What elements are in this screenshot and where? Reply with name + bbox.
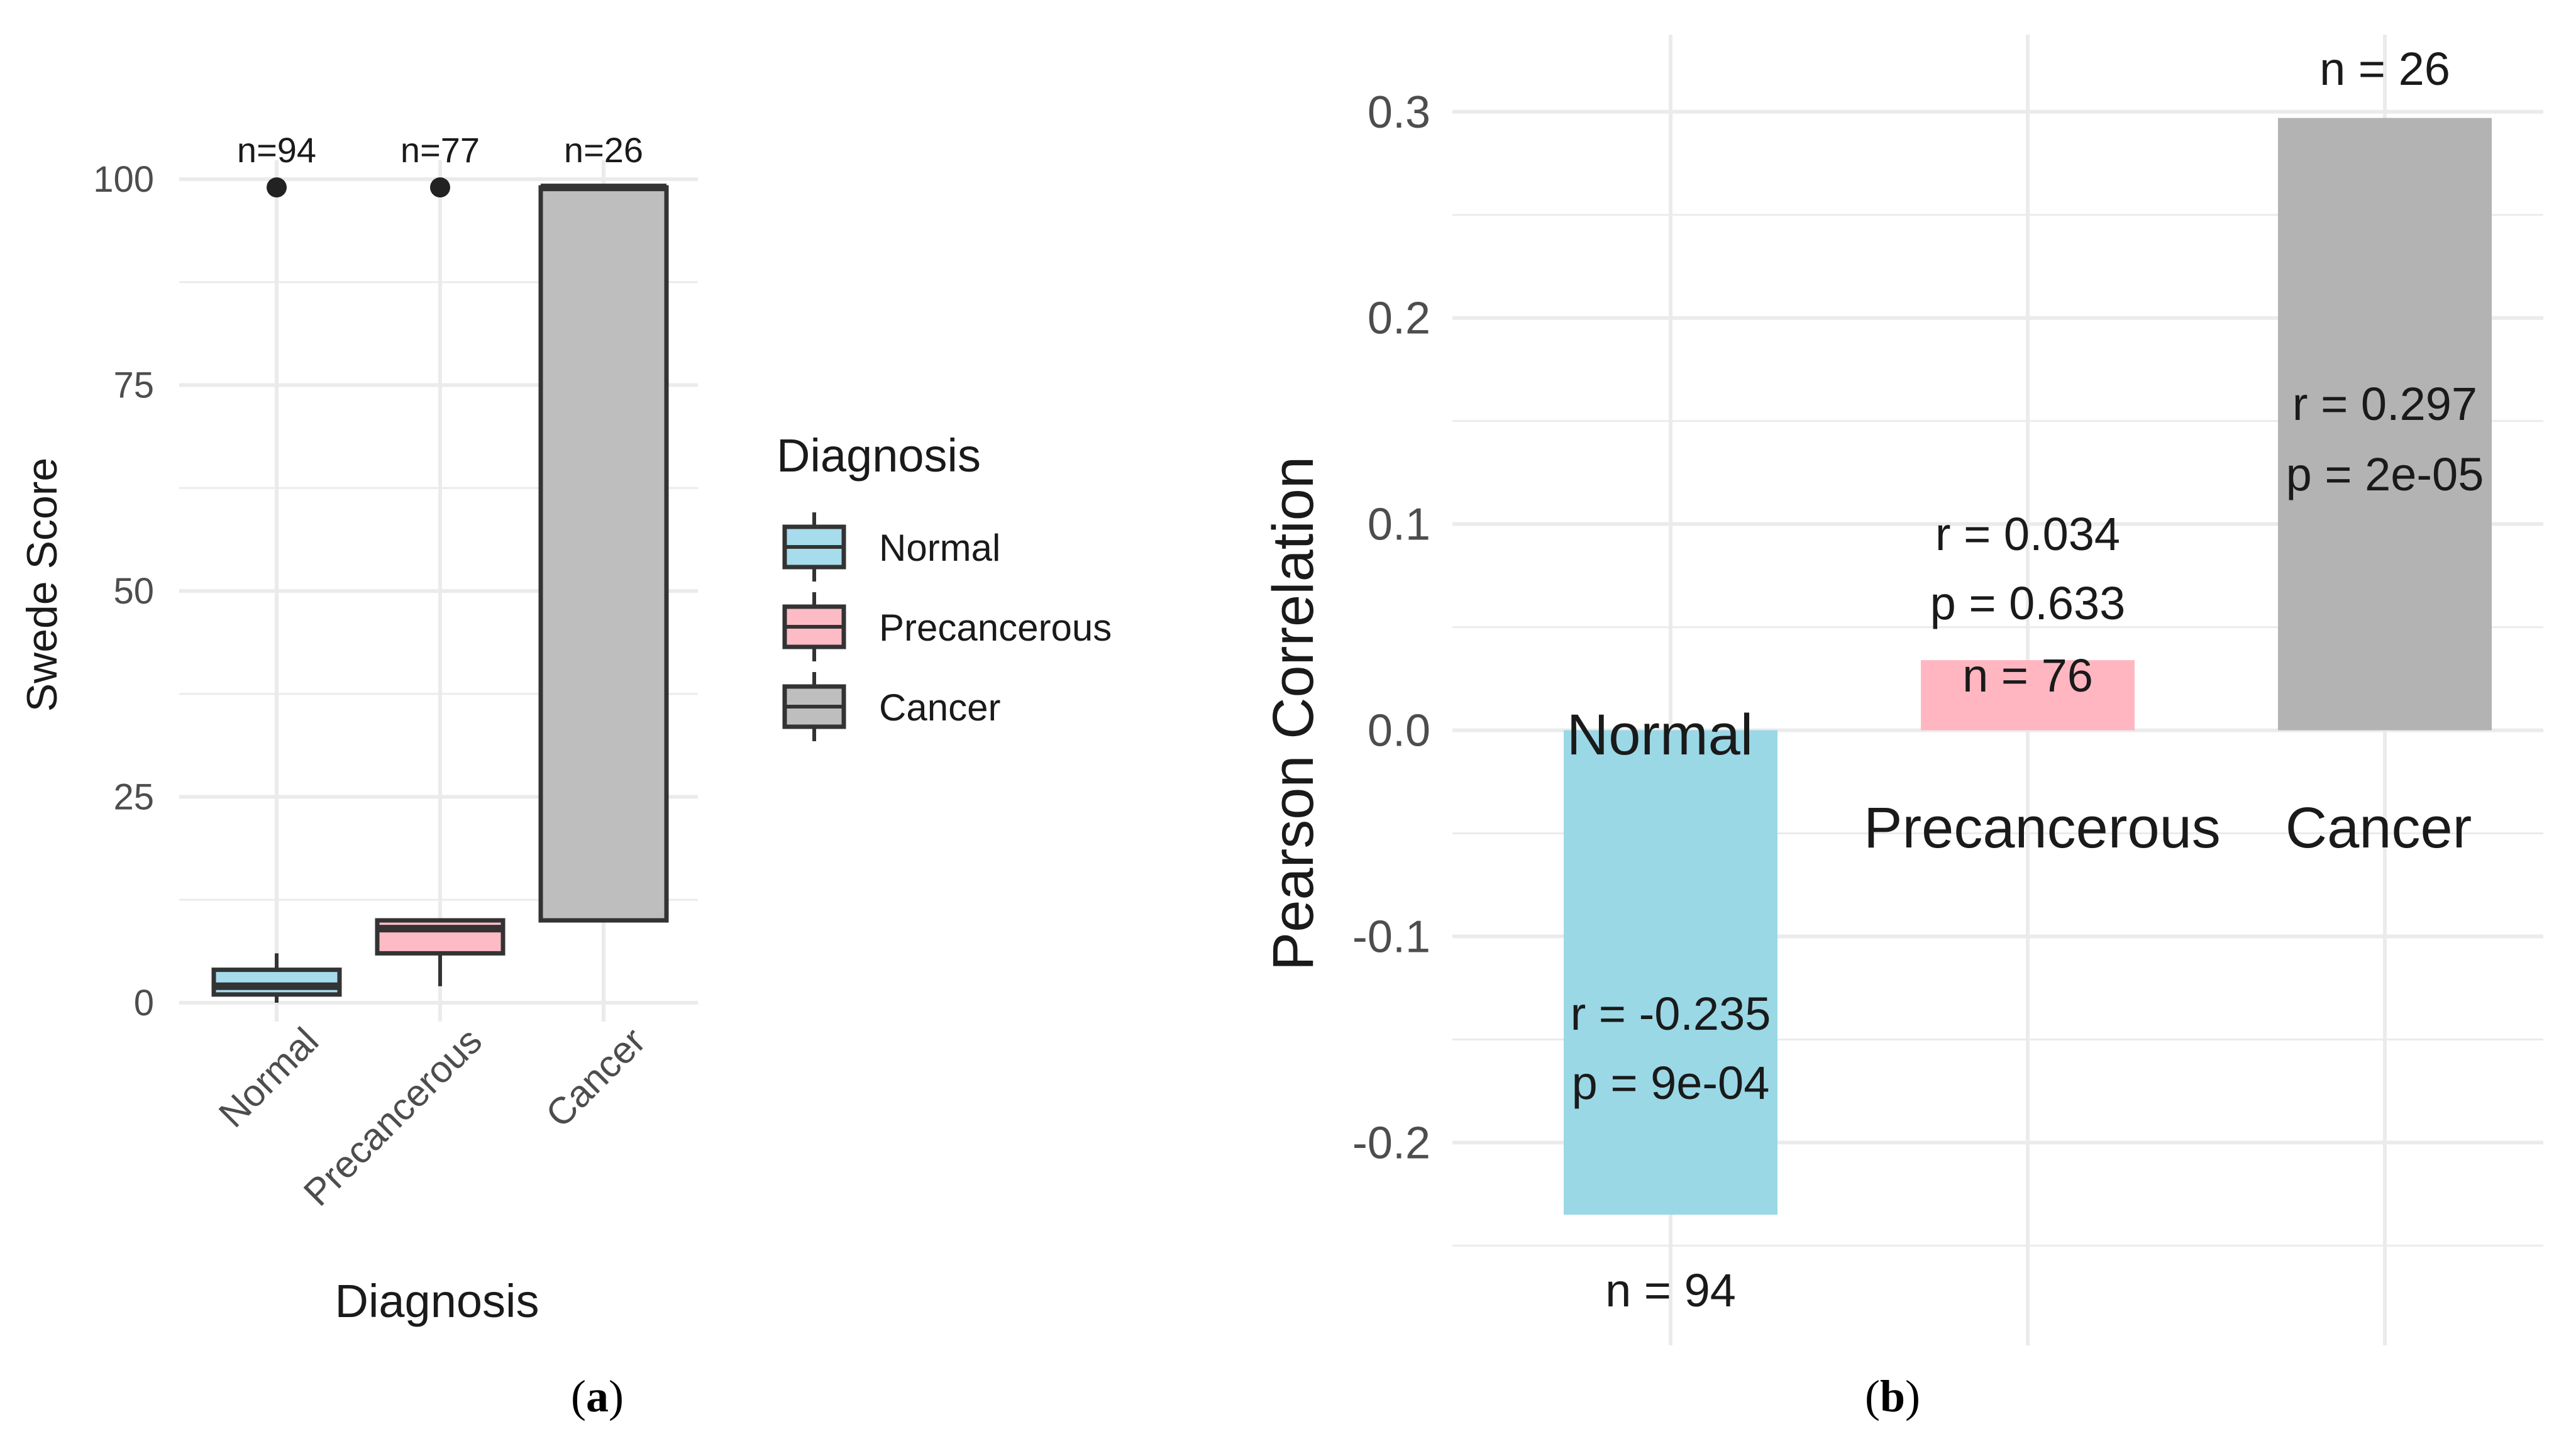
box-cancer bbox=[538, 184, 669, 923]
box-normal bbox=[211, 177, 342, 1003]
p-label: p = 0.633 bbox=[1930, 577, 2126, 629]
count-label: n=77 bbox=[401, 130, 480, 170]
panel-b-bar-labels: Normal r = -0.235 p = 9e-04 n = 94 r = 0.034… bbox=[1567, 43, 2484, 1316]
panel-a-label: (a) bbox=[571, 1371, 624, 1421]
y-tick-label: 50 bbox=[113, 571, 154, 612]
count-label: n=26 bbox=[564, 130, 643, 170]
panel-a-y-ticks: 0 25 50 75 100 bbox=[93, 159, 154, 1023]
r-label: r = 0.034 bbox=[1935, 508, 2120, 560]
category-label: Cancer bbox=[2286, 796, 2472, 860]
panel-a-legend: Diagnosis Normal Precancerous Cancer bbox=[777, 429, 1112, 741]
r-label: r = 0.297 bbox=[2292, 378, 2477, 430]
p-label: p = 2e-05 bbox=[2286, 448, 2484, 500]
panel-b-bars bbox=[1564, 118, 2492, 1215]
bar-cancer bbox=[2278, 118, 2492, 731]
legend-item-normal: Normal bbox=[782, 512, 1000, 582]
box-precancerous bbox=[375, 177, 506, 986]
outlier-point bbox=[267, 177, 287, 198]
count-label: n=94 bbox=[237, 130, 316, 170]
panel-b-y-ticks: -0.2 -0.1 0.0 0.1 0.2 0.3 bbox=[1352, 87, 1430, 1169]
y-tick-label: 0.1 bbox=[1368, 500, 1430, 550]
bar-normal bbox=[1564, 730, 1777, 1215]
y-tick-label: 0.2 bbox=[1368, 294, 1430, 344]
legend-label: Cancer bbox=[879, 687, 1000, 729]
legend-title: Diagnosis bbox=[777, 429, 981, 482]
panel-a-y-axis-title: Swede Score bbox=[18, 458, 66, 712]
panel-b-label: (b) bbox=[1865, 1371, 1920, 1421]
y-tick-label: -0.2 bbox=[1352, 1118, 1430, 1168]
y-tick-label: 0.0 bbox=[1368, 706, 1430, 756]
n-label: n = 76 bbox=[1962, 649, 2093, 702]
bar-precancerous bbox=[1921, 660, 2135, 731]
panel-b-y-axis-title: Pearson Correlation bbox=[1261, 456, 1325, 971]
legend-item-cancer: Cancer bbox=[782, 672, 1000, 741]
r-label: r = -0.235 bbox=[1571, 988, 1771, 1040]
y-tick-label: 0.3 bbox=[1368, 87, 1430, 138]
category-label: Normal bbox=[1567, 703, 1753, 767]
y-tick-label: 0 bbox=[134, 983, 154, 1023]
legend-label: Precancerous bbox=[879, 607, 1112, 649]
x-tick-label: Cancer bbox=[538, 1020, 653, 1135]
panel-a-x-axis-title: Diagnosis bbox=[335, 1275, 539, 1327]
legend-item-precancerous: Precancerous bbox=[782, 592, 1112, 661]
panel-b-barchart: -0.2 -0.1 0.0 0.1 0.2 0.3 Normal r = -0.235 p =… bbox=[1261, 35, 2543, 1421]
x-tick-label: Normal bbox=[211, 1020, 326, 1135]
panel-a-label-letter: a bbox=[586, 1371, 609, 1421]
category-label: Precancerous bbox=[1864, 796, 2221, 860]
y-tick-label: -0.1 bbox=[1352, 912, 1430, 962]
box-body bbox=[211, 968, 342, 997]
outlier-point bbox=[430, 177, 450, 198]
n-label: n = 26 bbox=[2319, 43, 2450, 95]
panel-a-boxes bbox=[211, 177, 669, 1003]
box-body bbox=[538, 185, 669, 923]
p-label: p = 9e-04 bbox=[1572, 1057, 1770, 1109]
y-tick-label: 75 bbox=[113, 365, 154, 406]
panel-a-count-labels: n=94 n=77 n=26 bbox=[237, 130, 643, 170]
panel-b-label-letter: b bbox=[1880, 1371, 1905, 1421]
legend-label: Normal bbox=[879, 527, 1000, 569]
y-tick-label: 100 bbox=[93, 159, 154, 200]
y-tick-label: 25 bbox=[113, 777, 154, 818]
n-label: n = 94 bbox=[1605, 1264, 1736, 1316]
